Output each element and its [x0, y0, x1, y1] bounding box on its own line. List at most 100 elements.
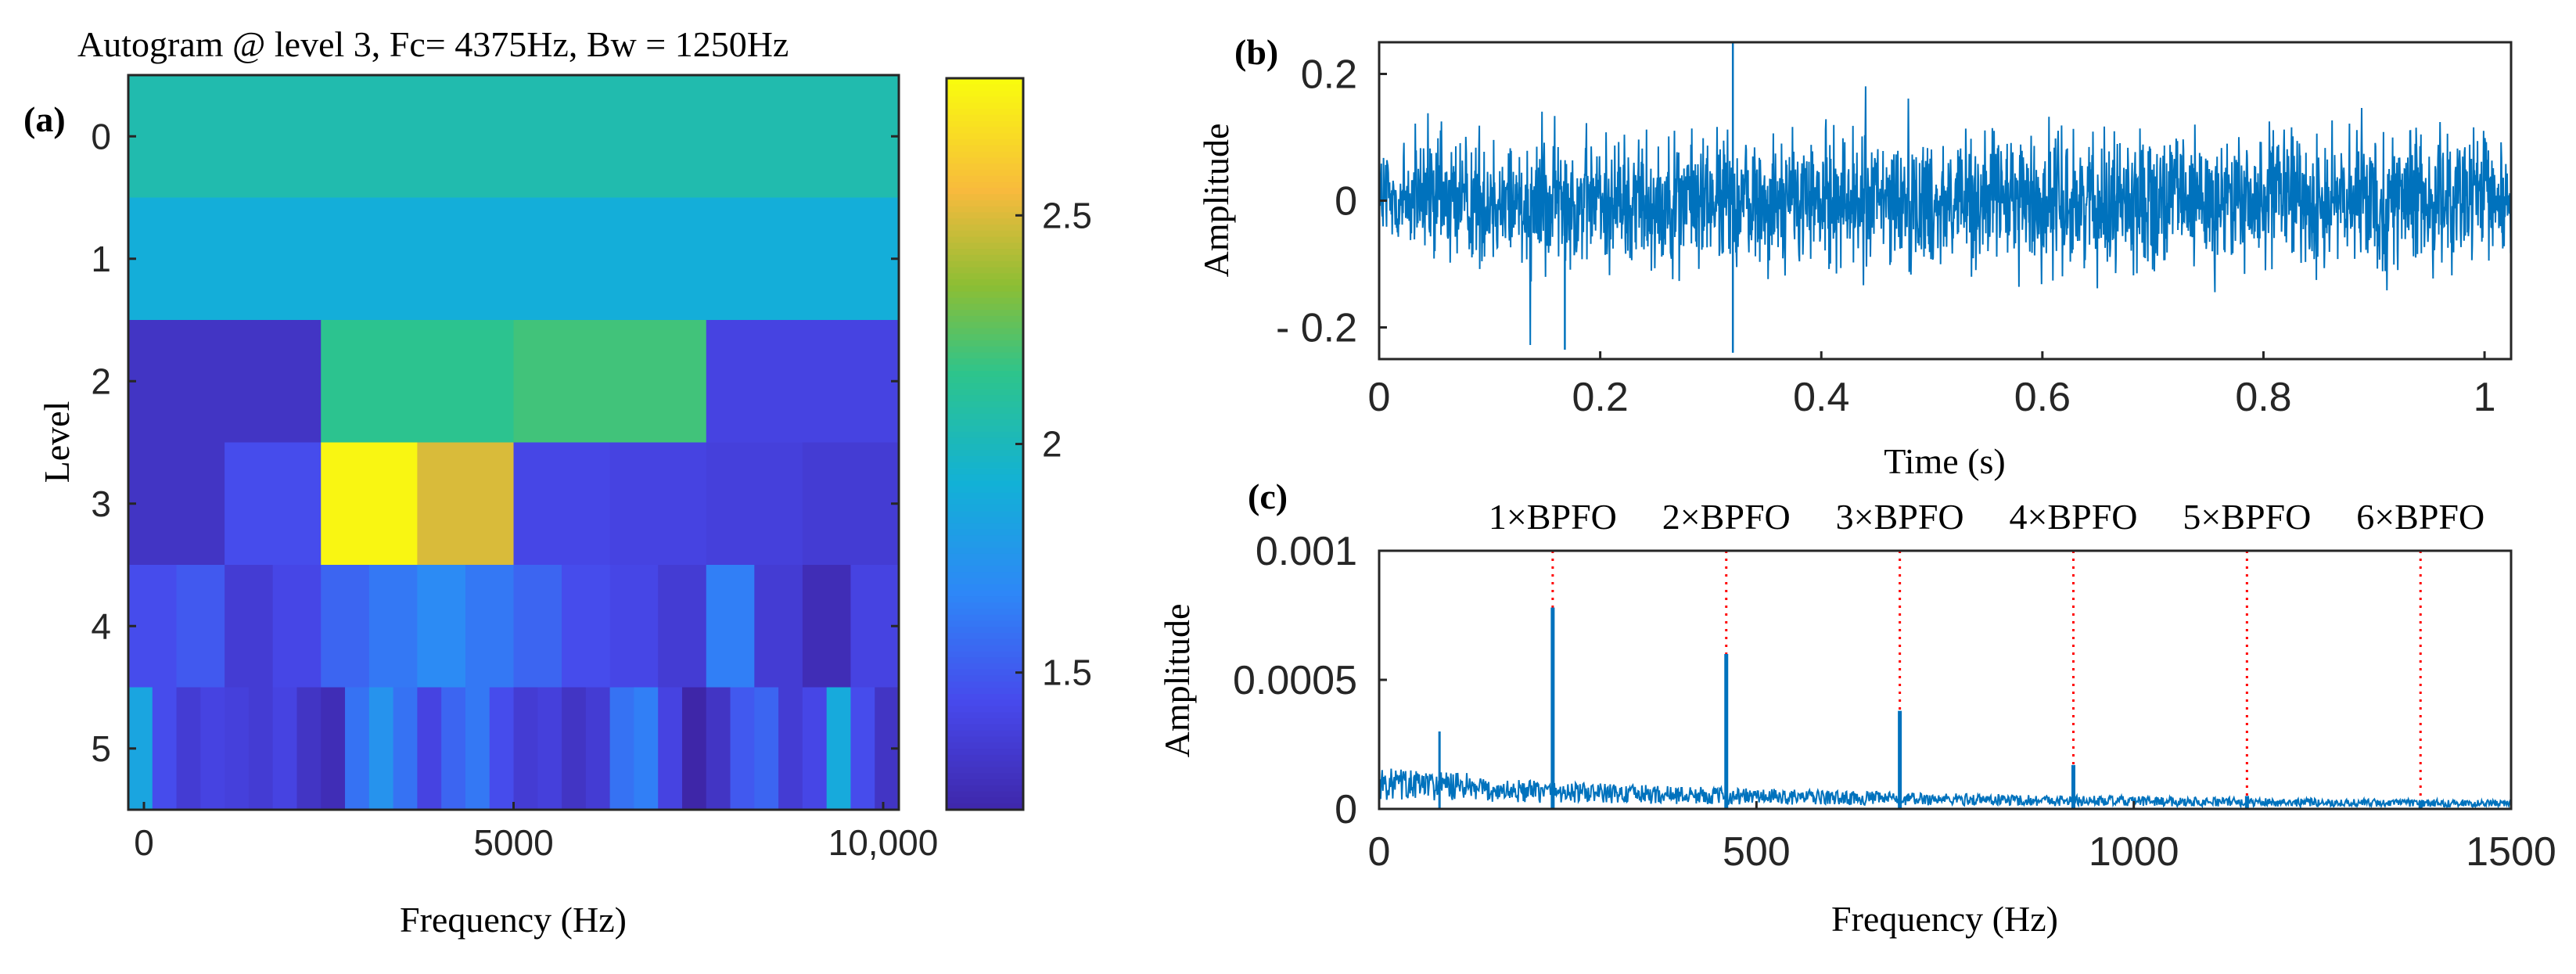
harmonic-label: 4×BPFO	[2009, 497, 2137, 537]
colorbar-segment	[947, 620, 1023, 628]
colorbar-segment	[947, 577, 1023, 585]
harmonic-label: 3×BPFO	[1836, 497, 1964, 537]
colorbar-segment	[947, 120, 1023, 128]
colorbar-ticks: 1.5 2 2.5	[1015, 195, 1092, 693]
colorbar-segment	[947, 352, 1023, 360]
colorbar-segment	[947, 614, 1023, 622]
colorbar-segment	[947, 730, 1023, 738]
colorbar-segment	[947, 133, 1023, 140]
colorbar-segment	[947, 742, 1023, 749]
colorbar-segment	[947, 102, 1023, 110]
colorbar-segment	[947, 511, 1023, 518]
colorbar-segment	[947, 541, 1023, 548]
heatmap-y-tick-label: 0	[91, 116, 111, 156]
time-x-tick-label: 0.2	[1572, 375, 1628, 420]
harmonic-label: 1×BPFO	[1489, 497, 1617, 537]
spectrum-line	[1379, 768, 2511, 809]
heatmap-cell	[706, 687, 731, 810]
heatmap-cell	[200, 687, 225, 810]
colorbar	[947, 78, 1023, 810]
heatmap-cell	[513, 687, 538, 810]
harmonic-label: 5×BPFO	[2183, 497, 2311, 537]
heatmap-cell	[658, 687, 683, 810]
colorbar-segment	[947, 182, 1023, 189]
colorbar-segment	[947, 212, 1023, 220]
colorbar-segment	[947, 474, 1023, 482]
colorbar-segment	[947, 297, 1023, 305]
colorbar-segment	[947, 706, 1023, 713]
colorbar-segment	[947, 371, 1023, 378]
colorbar-segment	[947, 547, 1023, 555]
colorbar-segment	[947, 596, 1023, 603]
colorbar-segment	[947, 78, 1023, 85]
time-x-tick-label: 0.4	[1793, 375, 1849, 420]
heatmap-cell	[176, 687, 201, 810]
colorbar-segment	[947, 90, 1023, 98]
harmonic-markers	[1551, 551, 2422, 809]
colorbar-segment	[947, 480, 1023, 487]
colorbar-segment	[947, 261, 1023, 268]
colorbar-segment	[947, 389, 1023, 396]
envelope-spectrum	[1379, 607, 2511, 809]
heatmap-cell	[513, 442, 611, 566]
heatmap-y-axis-label: Level	[37, 401, 77, 483]
colorbar-segment	[947, 749, 1023, 756]
colorbar-segment	[947, 84, 1023, 92]
harmonic-label: 2×BPFO	[1662, 497, 1791, 537]
spectrum-x-ticks: 0 500 1000 1500	[1368, 801, 2556, 875]
heatmap-cell	[585, 687, 611, 810]
heatmap-x-axis-label: Frequency (Hz)	[400, 900, 627, 940]
heatmap-cell	[489, 687, 515, 810]
colorbar-tick-label: 2	[1042, 424, 1062, 465]
colorbar-segment	[947, 444, 1023, 451]
colorbar-segment	[947, 462, 1023, 469]
time-x-axis-label: Time (s)	[1884, 441, 2006, 481]
heatmap-cell	[272, 565, 322, 688]
heatmap-cell	[562, 565, 611, 688]
colorbar-segment	[947, 553, 1023, 561]
colorbar-segment	[947, 114, 1023, 122]
heatmap-cell	[706, 442, 803, 566]
heatmap-cell	[465, 687, 490, 810]
colorbar-segment	[947, 279, 1023, 286]
colorbar-segment	[947, 608, 1023, 616]
heatmap-x-tick-label: 0	[134, 822, 154, 863]
colorbar-segment	[947, 328, 1023, 336]
colorbar-segment	[947, 426, 1023, 433]
colorbar-segment	[947, 450, 1023, 457]
heatmap-cell	[802, 565, 852, 688]
colorbar-segment	[947, 712, 1023, 719]
time-y-ticks: - 0.2 0 0.2	[1276, 52, 1387, 351]
colorbar-segment	[947, 340, 1023, 347]
colorbar-segment	[947, 304, 1023, 311]
heatmap-cell	[609, 565, 659, 688]
colorbar-segment	[947, 188, 1023, 195]
colorbar-segment	[947, 437, 1023, 445]
colorbar-segment	[947, 517, 1023, 524]
time-x-tick-label: 0.6	[2014, 375, 2071, 420]
heatmap-cell	[634, 687, 659, 810]
colorbar-tick-label: 1.5	[1042, 652, 1092, 693]
heatmap-cell	[225, 565, 274, 688]
colorbar-segment	[947, 492, 1023, 500]
heatmap-cell	[128, 442, 225, 566]
colorbar-segment	[947, 218, 1023, 225]
spectrum-y-ticks: 0 0.0005 0.001	[1233, 529, 1387, 832]
colorbar-segment	[947, 584, 1023, 591]
colorbar-segment	[947, 199, 1023, 207]
colorbar-segment	[947, 431, 1023, 439]
colorbar-segment	[947, 138, 1023, 146]
colorbar-segment	[947, 590, 1023, 598]
colorbar-segment	[947, 754, 1023, 762]
colorbar-segment	[947, 572, 1023, 579]
colorbar-segment	[947, 681, 1023, 688]
colorbar-segment	[947, 498, 1023, 506]
time-x-tick-label: 0.8	[2235, 375, 2291, 420]
heatmap-cell	[754, 687, 779, 810]
heatmap-cell	[296, 687, 322, 810]
spectrum-x-tick-label: 500	[1723, 829, 1791, 875]
colorbar-segment	[947, 376, 1023, 384]
colorbar-segment	[947, 206, 1023, 214]
colorbar-segment	[947, 627, 1023, 634]
spectrum-x-tick-label: 1000	[2089, 829, 2179, 875]
